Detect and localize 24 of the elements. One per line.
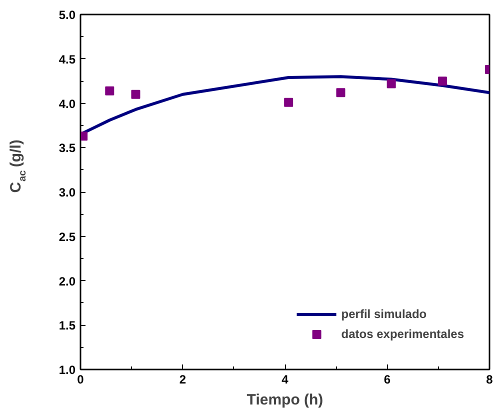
x-tick-label: 4 bbox=[282, 372, 289, 386]
y-tick-label: 3.5 bbox=[58, 141, 76, 156]
y-tick-label: 2.0 bbox=[58, 274, 76, 288]
point bbox=[438, 76, 447, 86]
x-tick-label: 8 bbox=[486, 372, 494, 386]
point bbox=[131, 90, 140, 99]
x-tick-label: 6 bbox=[384, 372, 391, 386]
y-axis-title: Cac (g/l) bbox=[8, 140, 28, 193]
point bbox=[284, 98, 294, 107]
point bbox=[386, 79, 396, 88]
point bbox=[105, 86, 114, 96]
x-tick-label: 0 bbox=[77, 372, 84, 386]
x-tick-label: 2 bbox=[179, 372, 186, 386]
x-axis-title: Tiempo (h) bbox=[246, 392, 324, 408]
legend-label: datos experimentales bbox=[341, 327, 464, 341]
y-tick-label: 2.5 bbox=[58, 230, 76, 244]
y-tick-label: 1.0 bbox=[58, 363, 76, 377]
legend-label: perfil simulado bbox=[341, 307, 427, 321]
y-tick-label: 1.5 bbox=[58, 318, 76, 333]
y-tick-label: 4.5 bbox=[58, 52, 76, 66]
y-tick-label: 4.0 bbox=[58, 96, 76, 111]
point bbox=[336, 88, 346, 98]
y-tick-label: 3.0 bbox=[58, 186, 76, 200]
y-tick-label: 5.0 bbox=[58, 8, 76, 22]
